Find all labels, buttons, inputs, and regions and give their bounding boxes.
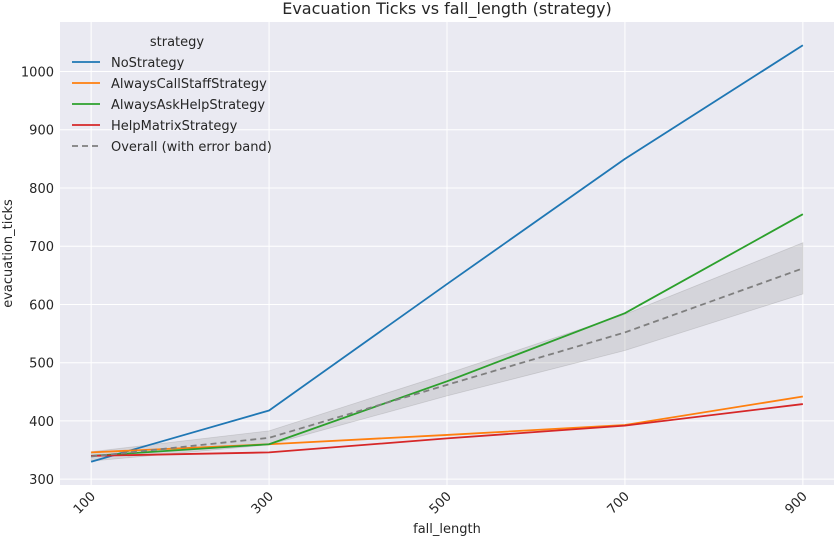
y-tick-label: 400 xyxy=(29,415,54,430)
series-line-nostrategy xyxy=(90,44,804,463)
x-tick-label: 900 xyxy=(783,489,811,517)
legend-label: NoStrategy xyxy=(111,56,185,71)
legend-label: AlwaysCallStaffStrategy xyxy=(111,77,267,92)
grid-lines xyxy=(60,22,834,485)
legend-item-alwaysaskhelpstrategy: AlwaysAskHelpStrategy xyxy=(72,98,265,113)
legend-label: HelpMatrixStrategy xyxy=(111,119,238,134)
legend-label: Overall (with error band) xyxy=(111,140,272,155)
x-tick-labels: 100 300 500 700 900 xyxy=(71,489,811,517)
y-tick-label: 800 xyxy=(29,182,54,197)
overall-error-band xyxy=(90,242,804,462)
series-line-helpmatrixstrategy xyxy=(91,403,803,457)
y-tick-label: 700 xyxy=(29,240,54,255)
legend-label: AlwaysAskHelpStrategy xyxy=(111,98,265,113)
legend-title: strategy xyxy=(150,35,205,50)
legend: strategy NoStrategy AlwaysCallStaffStrateg… xyxy=(72,35,272,155)
chart-title: Evacuation Ticks vs fall_length (strateg… xyxy=(282,0,612,19)
y-tick-label: 600 xyxy=(29,298,54,313)
y-axis-title: evacuation_ticks xyxy=(1,199,16,308)
overall-line xyxy=(91,267,804,458)
y-tick-label: 900 xyxy=(29,124,54,139)
series-line-alwayscallstaffstrategy xyxy=(91,395,804,454)
legend-item-helpmatrixstrategy: HelpMatrixStrategy xyxy=(72,119,238,134)
x-tick-label: 500 xyxy=(427,489,455,517)
y-tick-label: 500 xyxy=(29,357,54,372)
legend-item-alwayscallstaffstrategy: AlwaysCallStaffStrategy xyxy=(72,77,267,92)
series-lines xyxy=(90,44,804,463)
x-tick-label: 100 xyxy=(71,489,99,517)
x-tick-label: 700 xyxy=(605,489,633,517)
legend-item-overall-with-error-band: Overall (with error band) xyxy=(72,140,272,155)
y-tick-labels: 300 400 500 600 700 800 900 1000 xyxy=(21,66,54,489)
y-tick-label: 300 xyxy=(29,473,54,488)
series-line-alwaysaskhelpstrategy xyxy=(91,213,804,457)
legend-item-nostrategy: NoStrategy xyxy=(72,56,185,71)
x-tick-label: 300 xyxy=(249,489,277,517)
x-axis-title: fall_length xyxy=(413,522,481,537)
y-tick-label: 1000 xyxy=(21,66,54,81)
